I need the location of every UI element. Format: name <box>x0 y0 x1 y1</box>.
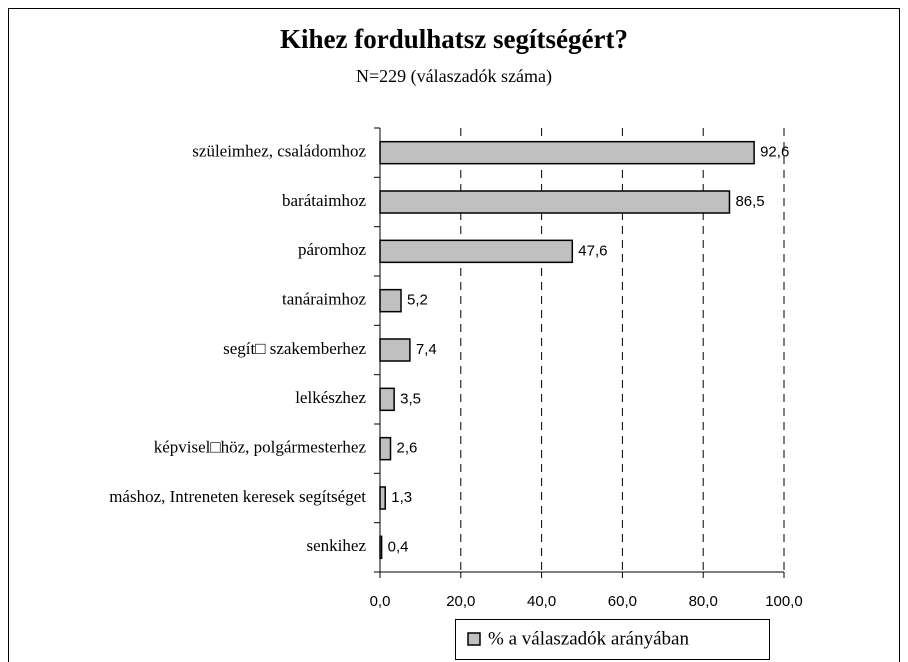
y-tick-label: páromhoz <box>298 240 366 259</box>
bar <box>379 436 392 461</box>
value-label: 7,4 <box>416 341 437 358</box>
chart-border <box>8 8 900 662</box>
y-tick-label: máshoz, Intreneten keresek segítséget <box>109 487 366 506</box>
bar <box>379 387 395 412</box>
bar <box>379 486 387 510</box>
x-tick-label: 40,0 <box>527 593 556 610</box>
bar <box>379 288 402 313</box>
legend-swatch <box>467 632 481 646</box>
bar <box>379 535 383 560</box>
value-label: 2,6 <box>397 440 418 457</box>
y-tick-label: segít□ szakemberhez <box>223 339 366 358</box>
y-tick-label: tanáraimhoz <box>282 290 366 309</box>
x-tick-label: 0,0 <box>370 593 391 610</box>
chart-title: Kihez fordulhatsz segítségért? <box>280 24 628 54</box>
value-label: 47,6 <box>578 242 607 259</box>
value-label: 3,5 <box>400 390 421 407</box>
value-label: 92,6 <box>760 144 789 161</box>
y-tick-label: képvisel□höz, polgármesterhez <box>154 438 367 457</box>
y-tick-label: szüleimhez, családomhoz <box>192 142 366 161</box>
value-label: 0,4 <box>388 538 409 555</box>
y-tick-label: lelkészhez <box>295 388 366 407</box>
bar <box>379 140 755 165</box>
y-tick-label: senkihez <box>307 536 367 555</box>
chart-subtitle: N=229 (válaszadók száma) <box>356 66 552 87</box>
x-tick-label: 60,0 <box>608 593 637 610</box>
value-label: 1,3 <box>391 489 412 506</box>
x-tick-label: 80,0 <box>689 593 718 610</box>
y-tick-label: barátaimhoz <box>282 191 366 210</box>
bar <box>379 190 731 214</box>
x-tick-label: 100,0 <box>765 593 803 610</box>
bar <box>379 338 411 362</box>
value-label: 5,2 <box>407 292 428 309</box>
bar <box>379 239 574 264</box>
legend-box <box>455 619 770 660</box>
legend-label: % a válaszadók arányában <box>488 628 689 649</box>
value-label: 86,5 <box>735 193 764 210</box>
x-tick-label: 20,0 <box>446 593 475 610</box>
